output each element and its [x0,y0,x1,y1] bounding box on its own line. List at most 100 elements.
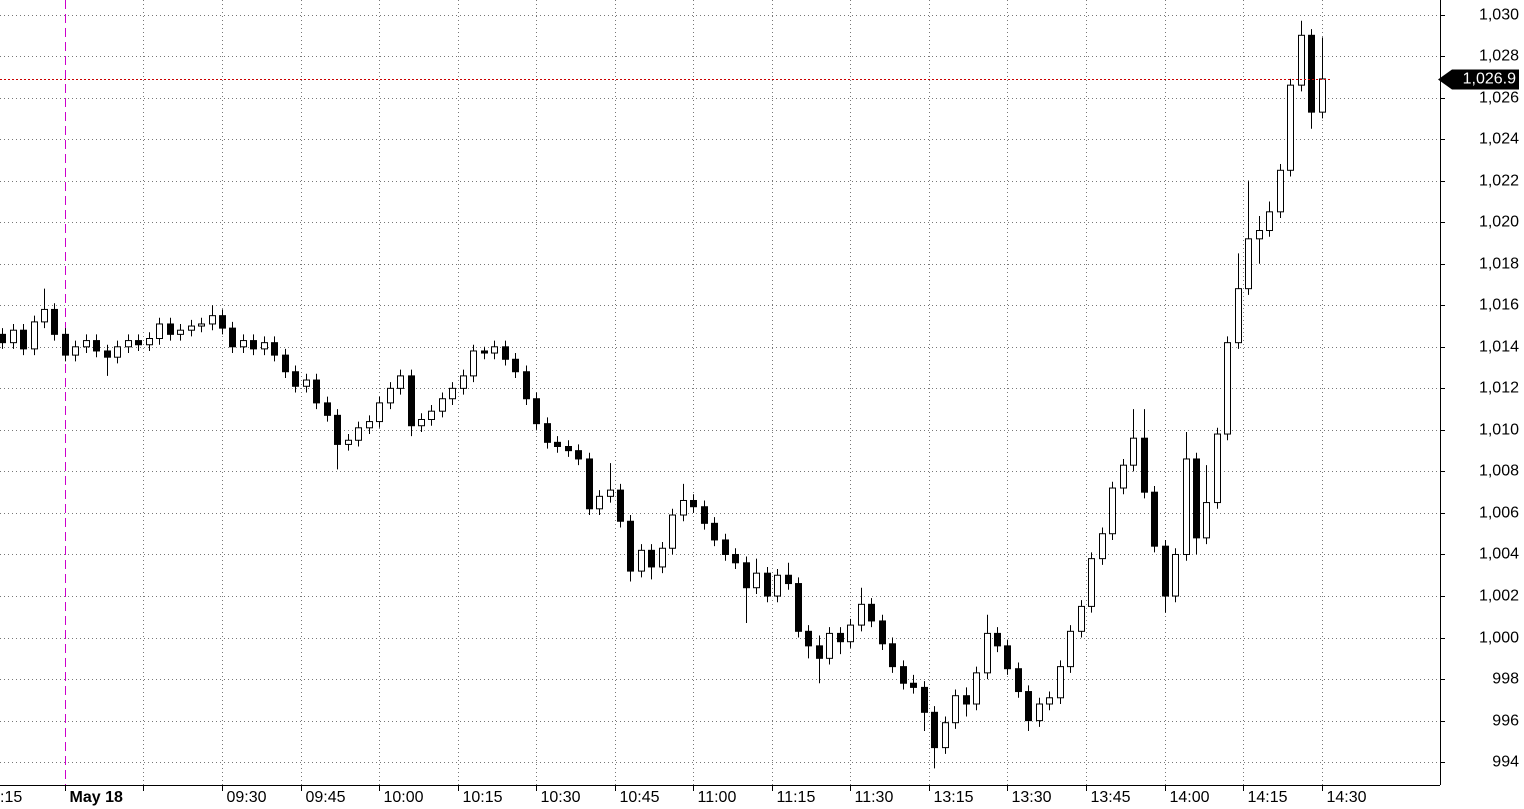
last-price-label: 1,026.9 [1463,71,1516,88]
candle-body [1224,342,1231,435]
candle-body [690,499,697,508]
candle-body [596,495,603,510]
candle-body [387,387,394,404]
candle-body [607,489,614,497]
candle-body [669,514,676,549]
y-tick-label: 1,002 [1479,588,1519,605]
candle-body [1130,437,1137,466]
candle-body [261,342,268,350]
candle-body [711,522,718,541]
candle-body [816,645,823,659]
candle-body [209,315,216,325]
x-tick-label: 09:45 [306,789,346,806]
candle-body [1036,703,1043,722]
candle-body [963,695,970,705]
candle-body [1235,288,1242,344]
candle-body [753,572,760,589]
candle-body [973,672,980,705]
x-tick-label: 14:15 [1248,789,1288,806]
x-tick-label: 10:45 [620,789,660,806]
candle-body [512,358,519,373]
candle-body [1109,487,1116,535]
y-tick-label: 1,018 [1479,256,1519,273]
candle-body [334,414,341,445]
candle-body [1151,491,1158,547]
candle-body [502,346,509,360]
candle-body [837,632,844,643]
candle-body [1277,169,1284,213]
candle-body [1025,691,1032,722]
y-tick-label: 1,016 [1479,297,1519,314]
candle-body [177,329,184,335]
candle-body [0,333,6,344]
candle-body [146,338,153,346]
y-tick-label: 1,026 [1479,90,1519,107]
x-tick-label: 10:15 [463,789,503,806]
candle-body [617,489,624,522]
candle-body [20,329,27,350]
candle-body [701,506,708,524]
y-tick-label: 1,008 [1479,463,1519,480]
last-price-tag [1438,69,1519,90]
candle-body [282,354,289,373]
candle-body [858,603,865,626]
candle-body [1193,458,1200,539]
candle-body [659,547,666,568]
candle-body [764,572,771,597]
candle-body [1120,464,1127,489]
candle-body [1308,34,1315,113]
y-tick-label: 1,020 [1479,214,1519,231]
candle-body [397,375,404,389]
y-tick-label: 998 [1492,671,1519,688]
candle-body [533,398,540,425]
candle-body [449,387,456,400]
x-tick-label: 13:30 [1012,789,1052,806]
candle-body [554,441,561,447]
candle-body [544,423,551,443]
candle-body [575,450,582,460]
candle-body [428,410,435,420]
y-tick-label: 1,028 [1479,48,1519,65]
candle-body [1078,605,1085,632]
candle-body [1004,645,1011,670]
candle-body [460,375,467,389]
candle-body [366,421,373,429]
candle-body [10,329,17,344]
candle-body [292,371,299,387]
candle-body [942,722,949,749]
candle-body [1099,533,1106,560]
y-tick-label: 1,010 [1479,422,1519,439]
candle-body [345,439,352,445]
candle-body [889,643,896,668]
candle-body [271,342,278,356]
candle-body [408,375,415,427]
candle-body [868,603,875,622]
y-tick-label: 1,030 [1479,7,1519,24]
candle-body [910,682,917,688]
candle-body [72,346,79,356]
candle-body [114,346,121,358]
candle-body [743,562,750,589]
x-tick-label: 11:00 [698,789,737,806]
candle-body [481,350,488,354]
y-tick-label: 1,012 [1479,380,1519,397]
candle-body [732,553,739,564]
candle-body [93,340,100,352]
x-tick-label: 11:30 [855,789,894,806]
candle-body [680,499,687,516]
candle-body [188,325,195,331]
x-tick-label: 10:30 [541,789,581,806]
candle-body [156,323,163,340]
candle-body [83,340,90,348]
candle-body [1183,458,1190,555]
candle-body [1015,668,1022,693]
candle-body [984,632,991,674]
candle-body [1088,558,1095,607]
x-tick-label: 10:00 [384,789,424,806]
candle-body [994,632,1001,647]
candle-body [1141,437,1148,493]
candle-body [1067,630,1074,668]
candle-body [470,350,477,377]
